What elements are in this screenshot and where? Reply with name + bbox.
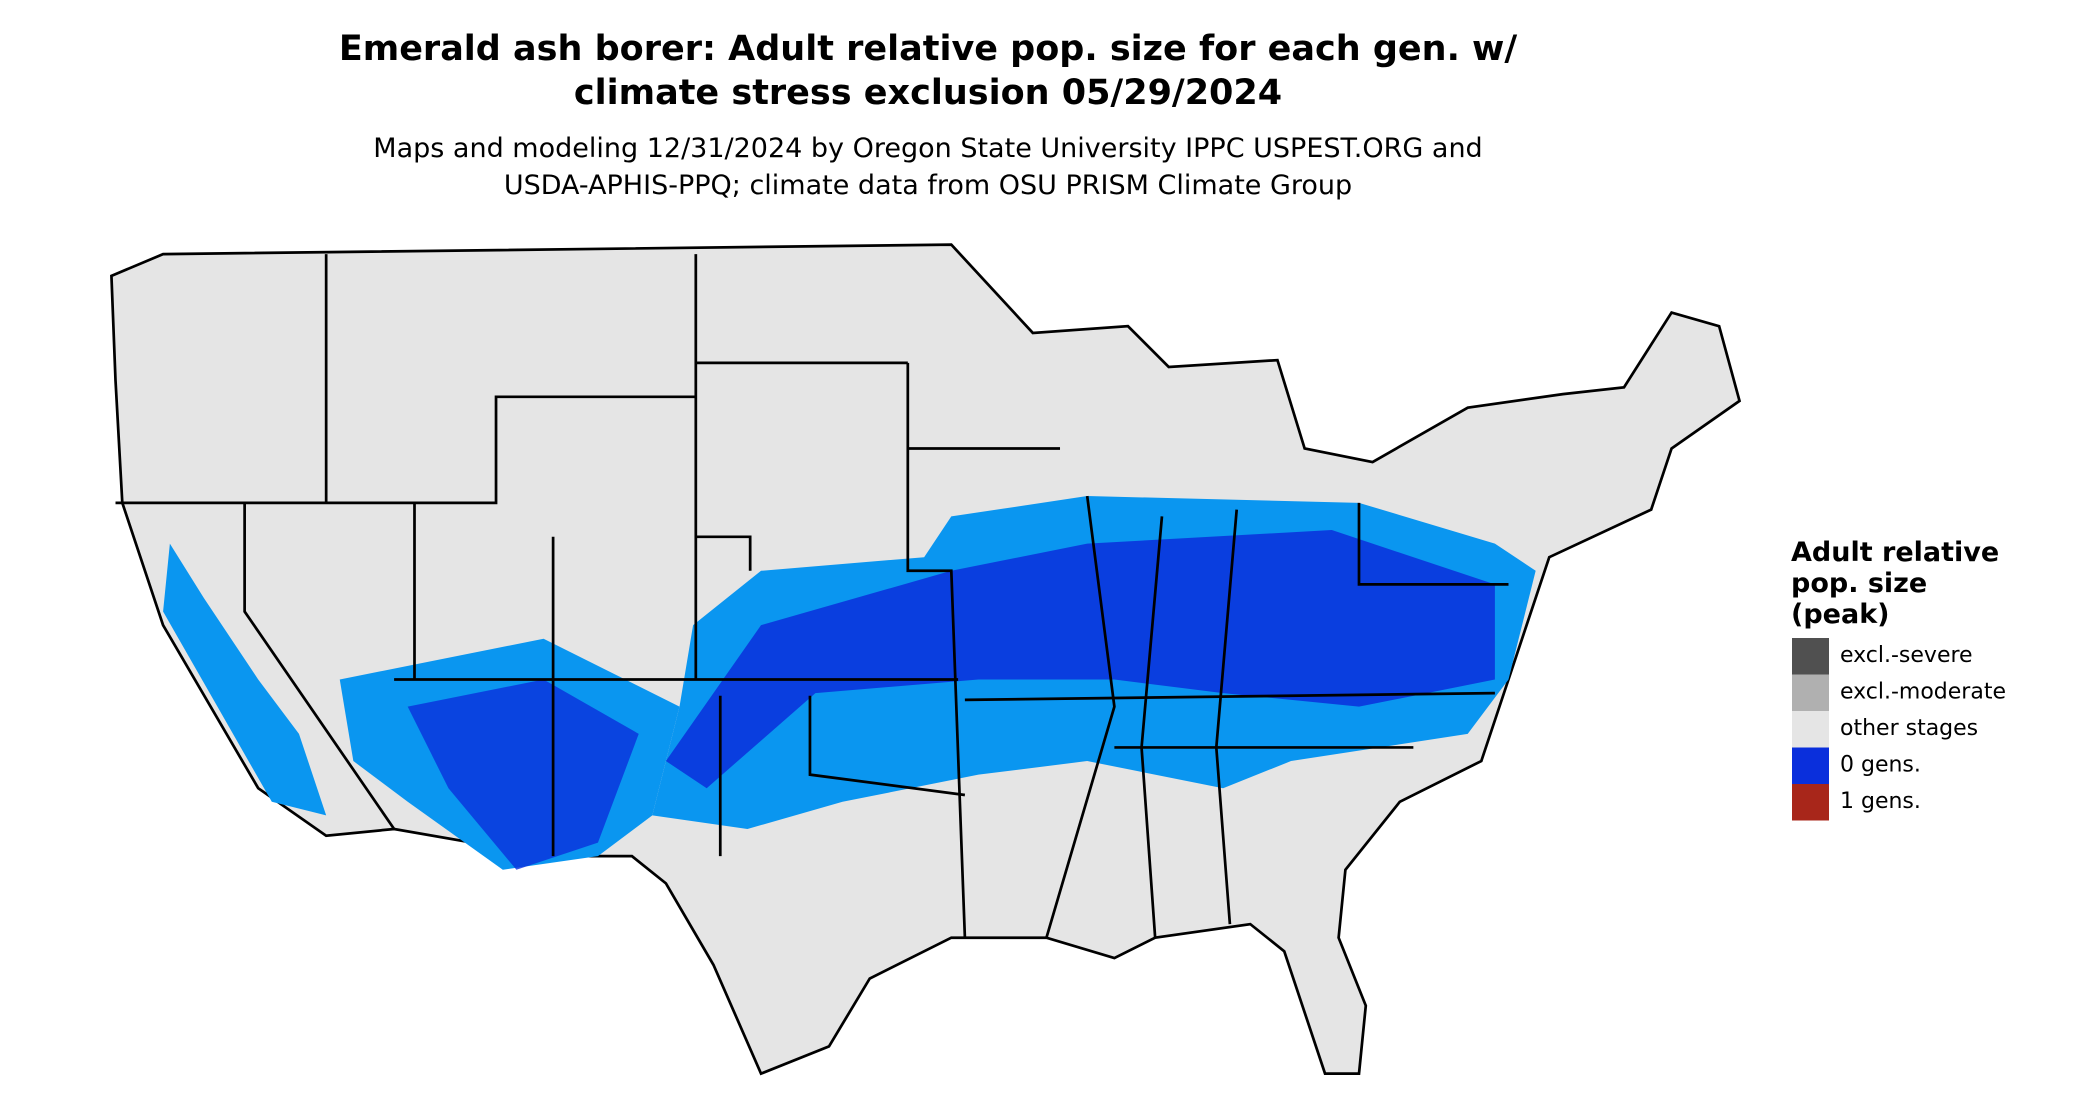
title: Emerald ash borer: Adult relative pop. s…: [339, 29, 1518, 69]
legend-title: (peak): [1791, 599, 1890, 630]
legend-title: pop. size: [1791, 568, 1927, 599]
title: climate stress exclusion 05/29/2024: [574, 73, 1282, 113]
legend-swatch: [1792, 638, 1829, 675]
subtitle: Maps and modeling 12/31/2024 by Oregon S…: [373, 133, 1482, 164]
legend-label: 0 gens.: [1840, 753, 1921, 778]
subtitle: USDA-APHIS-PPQ; climate data from OSU PR…: [504, 170, 1352, 201]
population-zone-west: [163, 543, 327, 816]
population-zone-dark: [665, 530, 1495, 789]
legend-swatch: [1792, 784, 1829, 821]
legend-swatch: [1792, 674, 1829, 711]
map: [110, 243, 1742, 1076]
legend-title: Adult relative: [1791, 537, 1999, 568]
state-boundaries: [115, 254, 1509, 939]
population-zone-west-dark: [407, 679, 639, 870]
legend-label: excl.-moderate: [1840, 680, 2006, 705]
legend-swatch: [1792, 711, 1829, 748]
legend-label: other stages: [1840, 716, 1978, 741]
legend-swatch: [1792, 747, 1829, 784]
legend-label: 1 gens.: [1840, 789, 1921, 814]
legend-label: excl.-severe: [1840, 643, 1973, 668]
